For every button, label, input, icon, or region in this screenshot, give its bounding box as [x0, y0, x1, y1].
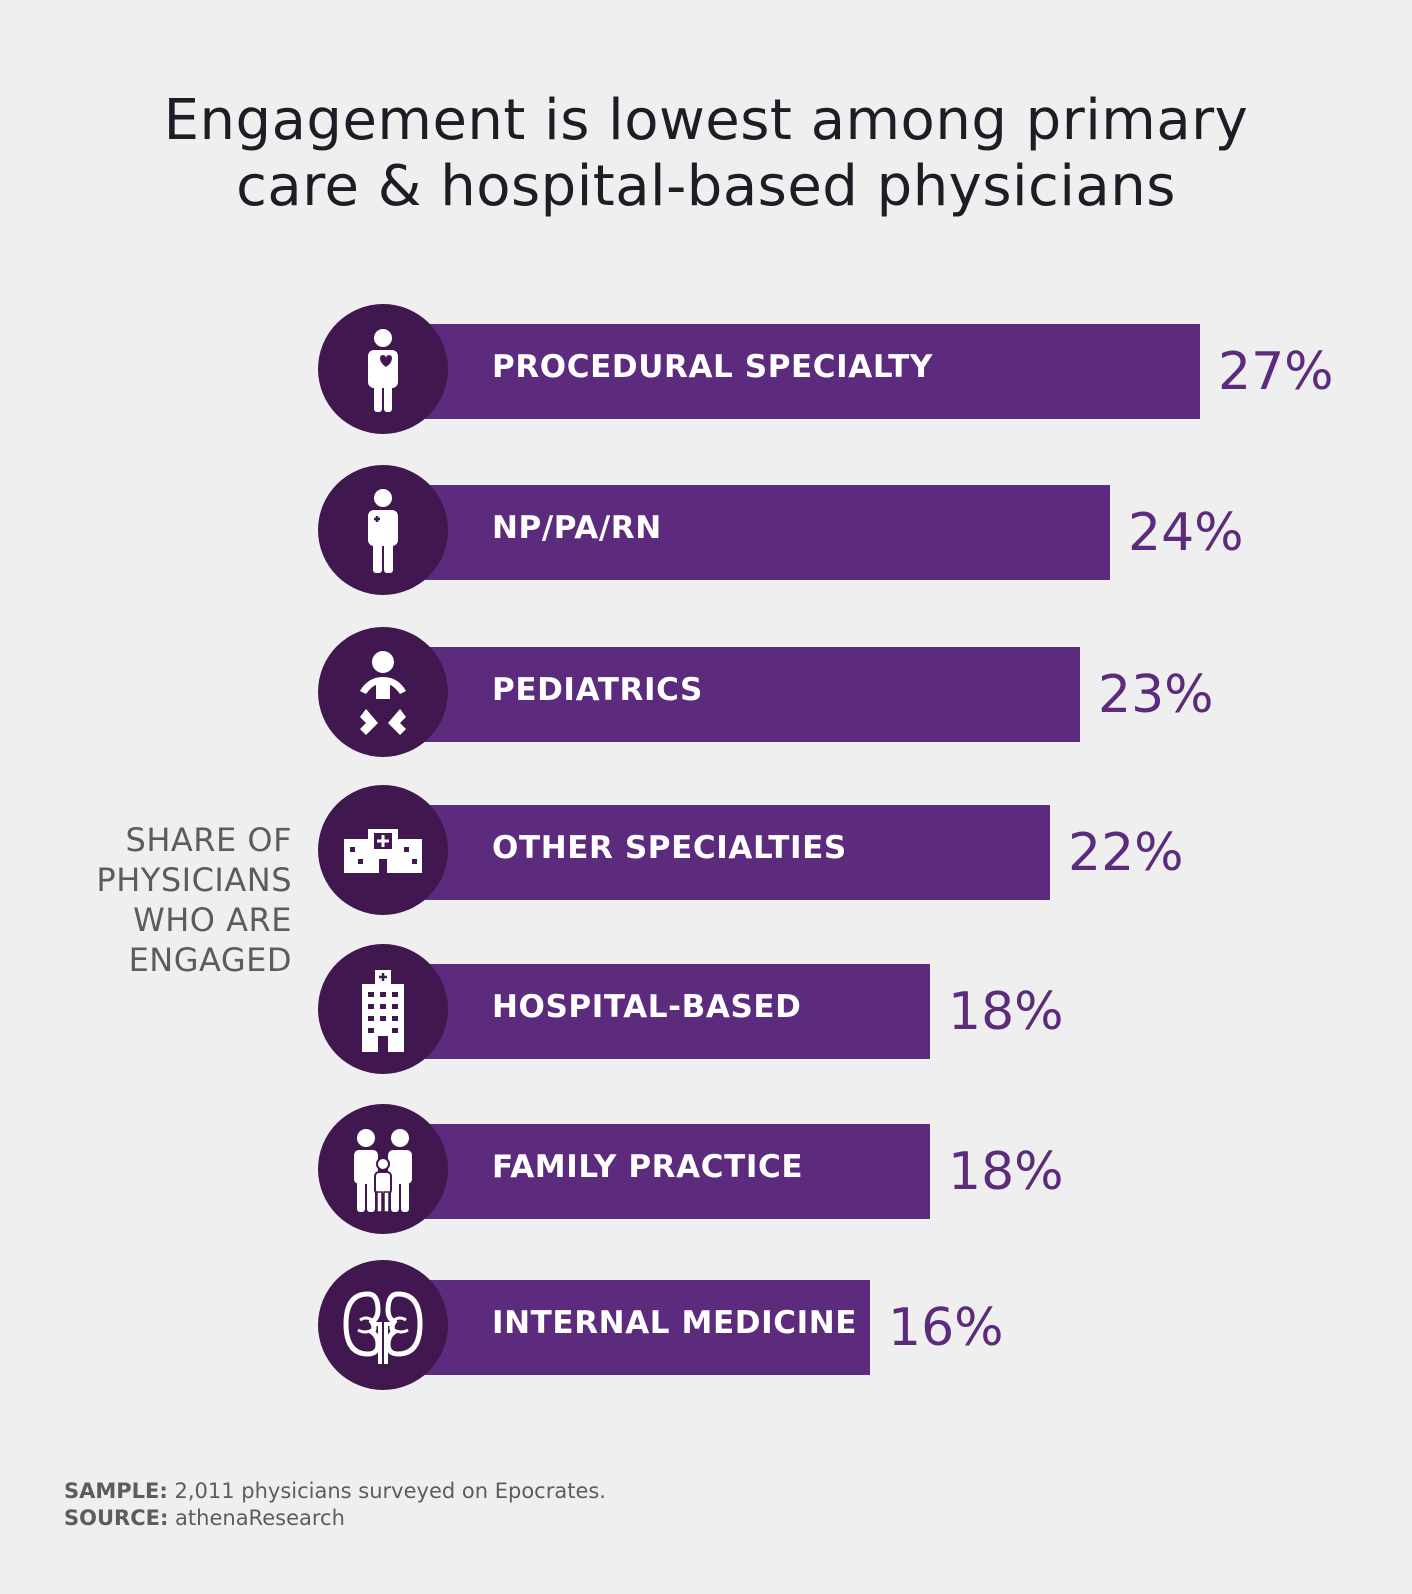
bar-label: FAMILY PRACTICE [492, 1149, 804, 1185]
icon-circle [318, 1260, 448, 1390]
title-line-1: Engagement is lowest among primary [163, 88, 1249, 153]
sample-key: SAMPLE: [64, 1479, 168, 1503]
icon-circle [318, 304, 448, 434]
bar [390, 324, 1200, 419]
value-label: 27% [1218, 342, 1334, 402]
side-label-line: SHARE OF [125, 821, 292, 859]
bar [390, 1280, 870, 1375]
icon-circle [318, 465, 448, 595]
family-icon [354, 1129, 412, 1213]
footer: SAMPLE: 2,011 physicians surveyed on Epo… [64, 1478, 606, 1532]
side-label-line: PHYSICIANS [96, 861, 292, 899]
value-label: 24% [1128, 503, 1244, 563]
bar-label: PROCEDURAL SPECIALTY [492, 349, 933, 385]
value-label: 16% [888, 1298, 1004, 1358]
doctor-heart-icon [368, 329, 398, 412]
source-text: athenaResearch [175, 1506, 345, 1530]
clinic-icon [344, 829, 422, 873]
sample-text: 2,011 physicians surveyed on Epocrates. [174, 1479, 606, 1503]
value-label: 22% [1068, 823, 1184, 883]
source-key: SOURCE: [64, 1506, 169, 1530]
value-label: 18% [948, 982, 1064, 1042]
bar-label: PEDIATRICS [492, 672, 703, 708]
bar [390, 964, 930, 1059]
side-label-line: ENGAGED [128, 941, 292, 979]
baby-icon [360, 651, 406, 735]
icon-circle [318, 944, 448, 1074]
bar [390, 647, 1080, 742]
bar-label: INTERNAL MEDICINE [492, 1305, 858, 1341]
icon-circle [318, 627, 448, 757]
source-note: SOURCE: athenaResearch [64, 1505, 606, 1532]
value-label: 18% [948, 1142, 1064, 1202]
value-label: 23% [1098, 665, 1214, 725]
nurse-icon [368, 489, 398, 573]
title-line-2: care & hospital-based physicians [236, 154, 1176, 219]
bar [390, 1124, 930, 1219]
bar-label: HOSPITAL-BASED [492, 989, 802, 1025]
hospital-building-icon [362, 970, 404, 1052]
bar [390, 805, 1050, 900]
bar [390, 485, 1110, 580]
icon-circle [318, 785, 448, 915]
kidneys-icon [343, 1291, 423, 1364]
bar-label: OTHER SPECIALTIES [492, 830, 847, 866]
icon-circle [318, 1104, 448, 1234]
sample-note: SAMPLE: 2,011 physicians surveyed on Epo… [64, 1478, 606, 1505]
side-label-line: WHO ARE [133, 901, 292, 939]
chart-title: Engagement is lowest among primary care … [0, 88, 1412, 220]
bar-label: NP/PA/RN [492, 510, 662, 546]
side-label: SHARE OF PHYSICIANS WHO ARE ENGAGED [40, 820, 292, 980]
